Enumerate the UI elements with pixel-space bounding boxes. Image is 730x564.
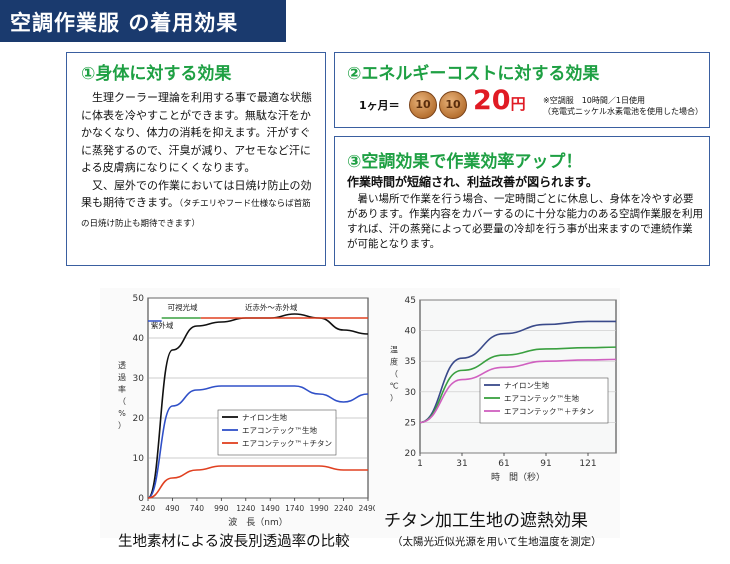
legend-label: エアコンテック™＋チタン	[504, 407, 594, 416]
x-axis-label: 波 長（nm）	[228, 516, 287, 528]
temperature-chart: 20 25 30 35 40 45 1 31 61 91 121 時 間（秒） 温度 （ ℃ ） ナイロン生地エ…	[390, 296, 617, 483]
y-axis-label: 透	[118, 361, 126, 370]
price-note: ※空調服 10時間／1日使用 （充電式ニッケル水素電池を使用した場合）	[543, 96, 703, 116]
series-line	[147, 465, 369, 499]
chart2-subcaption: （太陽光近似光源を用いて生地温度を測定）	[392, 536, 602, 548]
legend-label: ナイロン生地	[504, 380, 549, 390]
section-energy-cost: ②エネルギーコストに対する効果 1ヶ月＝ 10 10 20円 ※空調服 10時間…	[334, 52, 710, 128]
section1-body: 生理クーラー理論を利用する事で最適な状態に体表を冷やすことができます。無駄な汗を…	[81, 89, 317, 233]
region-label: 可視光域	[168, 302, 198, 312]
y-axis-label: ℃	[390, 382, 399, 391]
section3-lead: 作業時間が短縮され、利益改善が図られます。	[347, 175, 598, 189]
x-tick-label: 2490	[358, 504, 375, 513]
y-axis-label: （	[390, 370, 398, 379]
page-title-bar: 空調作業服 の着用効果	[0, 0, 286, 42]
chart1-caption: 生地素材による波長別透過率の比較	[118, 534, 350, 550]
region-label: 近赤外～赤外域	[245, 302, 298, 312]
x-axis-label: 時 間（秒）	[491, 471, 545, 483]
y-axis-label: ）	[118, 421, 126, 430]
legend-label: エアコンテック™＋チタン	[242, 439, 332, 448]
legend-label: エアコンテック™生地	[242, 425, 317, 435]
y-tick-label: 20	[133, 414, 145, 424]
y-tick-label: 20	[405, 449, 417, 459]
section1-heading: ①身体に対する効果	[81, 64, 232, 84]
x-tick-label: 91	[540, 459, 551, 469]
y-tick-label: 45	[405, 296, 416, 306]
region-label: 紫外域	[151, 320, 174, 330]
plot-frame	[419, 299, 617, 454]
series-line	[147, 385, 369, 499]
x-tick-label: 1490	[261, 504, 280, 513]
x-tick-label: 740	[190, 504, 205, 513]
y-tick-label: 40	[405, 327, 417, 337]
y-axis-label: %	[118, 409, 126, 418]
x-tick-label: 490	[165, 504, 180, 513]
coin-10-icon: 10	[439, 91, 467, 119]
x-tick-label: 1	[417, 459, 423, 469]
section-body-effect: ①身体に対する効果 生理クーラー理論を利用する事で最適な状態に体表を冷やすことが…	[66, 52, 326, 266]
y-axis-label: 温	[390, 346, 398, 355]
section1-note: （タチエリやフード仕様ならば首筋の日焼け防止も期待できます）	[81, 199, 311, 229]
y-tick-label: 10	[133, 454, 145, 464]
x-tick-label: 240	[141, 504, 156, 513]
monthly-price: 20円	[473, 85, 526, 116]
x-tick-label: 121	[579, 459, 596, 469]
chart2-caption: チタン加工生地の遮熱効果	[384, 511, 588, 531]
section1-para2: 又、屋外での作業においては日焼け防止の効果も期待できます。（タチエリやフード仕様…	[81, 178, 312, 229]
coin-10-icon: 10	[409, 91, 437, 119]
transmittance-chart: 0 10 20 30 40 50 240 490 740 990 1240 1490 1740 1990 2…	[118, 294, 375, 528]
y-tick-label: 25	[405, 418, 416, 428]
series-line	[419, 320, 616, 424]
x-tick-label: 1990	[310, 504, 329, 513]
legend-box	[479, 377, 609, 424]
section3-text: 暑い場所で作業を行う場合、一定時間ごとに休息し、身体を冷やす必要があります。作業…	[347, 193, 703, 250]
section2-heading: ②エネルギーコストに対する効果	[347, 64, 600, 84]
x-tick-label: 2240	[334, 504, 353, 513]
y-tick-label: 40	[133, 334, 145, 344]
x-tick-label: 61	[498, 459, 509, 469]
section3-heading: ③空調効果で作業効率アップ！	[347, 152, 583, 172]
y-axis-label: ）	[390, 394, 398, 403]
y-axis-label: 過	[118, 372, 126, 382]
y-tick-label: 30	[405, 388, 417, 398]
x-tick-label: 1740	[285, 504, 304, 513]
x-tick-label: 1240	[236, 504, 255, 513]
x-tick-label: 31	[456, 459, 467, 469]
y-tick-label: 50	[133, 294, 145, 304]
y-tick-label: 0	[138, 494, 144, 504]
legend-label: エアコンテック™生地	[504, 393, 579, 403]
y-axis-label: （	[118, 397, 126, 406]
x-tick-label: 990	[214, 504, 229, 513]
section-work-efficiency: ③空調効果で作業効率アップ！ 作業時間が短縮され、利益改善が図られます。 暑い場…	[334, 136, 710, 266]
y-axis-label: 率	[118, 384, 126, 394]
y-tick-label: 35	[405, 357, 416, 367]
series-line	[419, 358, 617, 424]
page-title: 空調作業服 の着用効果	[10, 11, 239, 35]
y-axis-label: 度	[390, 357, 398, 367]
section1-para1: 生理クーラー理論を利用する事で最適な状態に体表を冷やすことができます。無駄な汗を…	[81, 91, 312, 174]
section3-body: 作業時間が短縮され、利益改善が図られます。 暑い場所で作業を行う場合、一定時間ご…	[347, 175, 703, 252]
charts-area: 0 10 20 30 40 50 240 490 740 990 1240 1490 1740 1990 2…	[100, 288, 620, 538]
monthly-cost-label: 1ヶ月＝	[359, 99, 400, 112]
y-tick-label: 30	[133, 374, 145, 384]
series-line	[419, 346, 617, 424]
legend-label: ナイロン生地	[242, 412, 287, 422]
